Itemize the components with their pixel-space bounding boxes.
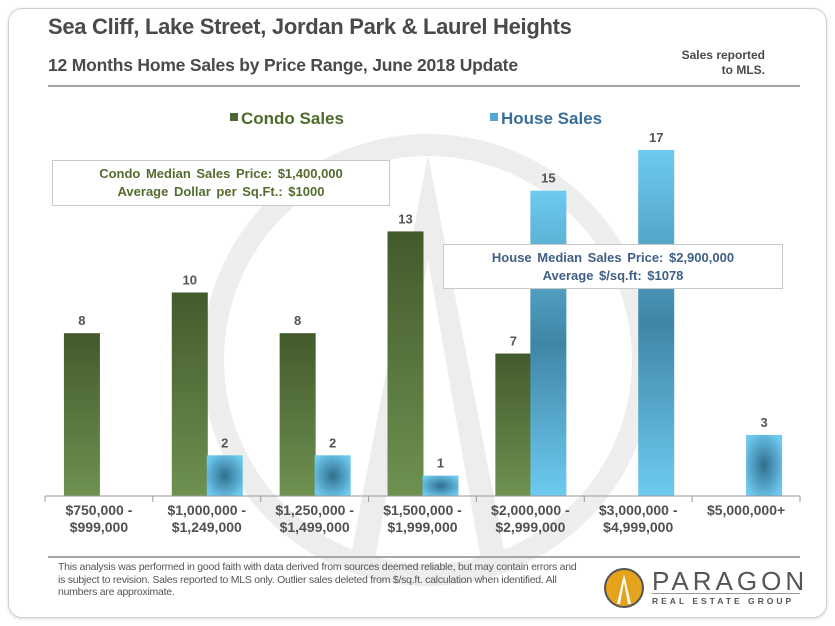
x-tick-label: $1,500,000 - — [383, 502, 462, 518]
condo-value-label: 10 — [183, 272, 197, 287]
source-note: Sales reported to MLS. — [682, 48, 765, 78]
x-tick-label: $2,999,000 — [495, 519, 565, 535]
house-value-label: 17 — [649, 130, 663, 145]
paragon-logo-icon — [604, 568, 644, 608]
chart-subtitle: 12 Months Home Sales by Price Range, Jun… — [48, 55, 518, 75]
house-avg-sqft: Average $/sq.ft: $1078 — [542, 268, 684, 283]
logo-divider — [652, 593, 800, 594]
source-note-line2: to MLS. — [721, 63, 765, 77]
condo-bar — [495, 353, 532, 496]
source-note-line1: Sales reported — [681, 48, 765, 62]
condo-bar — [387, 231, 424, 497]
house-bar — [314, 455, 351, 496]
condo-avg-sqft: Average Dollar per Sq.Ft.: $1000 — [117, 184, 325, 199]
x-tick-label: $1,000,000 - — [167, 502, 246, 518]
condo-median-price: Condo Median Sales Price: $1,400,000 — [99, 166, 343, 181]
house-value-label: 3 — [760, 415, 767, 430]
x-tick-label: $1,999,000 — [387, 519, 457, 535]
house-value-label: 2 — [329, 435, 336, 450]
condo-value-label: 8 — [294, 313, 301, 328]
condo-bar — [63, 333, 100, 496]
x-tick-label: $750,000 - — [65, 502, 132, 518]
x-tick-label: $2,000,000 - — [491, 502, 570, 518]
chart-title: Sea Cliff, Lake Street, Jordan Park & La… — [48, 14, 572, 39]
condo-bar — [171, 292, 208, 496]
legend-house-swatch — [490, 113, 498, 121]
x-tick-label: $1,249,000 — [172, 519, 242, 535]
house-value-label: 2 — [221, 435, 228, 450]
logo-name: PARAGON — [652, 566, 809, 596]
footer-divider — [48, 556, 800, 558]
house-value-label: 1 — [437, 456, 444, 471]
paragon-logo: PARAGON REAL ESTATE GROUP — [600, 566, 805, 610]
logo-tagline: REAL ESTATE GROUP — [652, 596, 795, 606]
house-bar — [530, 190, 567, 497]
house-bar — [638, 150, 675, 496]
house-bar — [206, 455, 243, 496]
condo-value-label: 13 — [398, 211, 412, 226]
house-median-annotation: House Median Sales Price: $2,900,000 Ave… — [443, 244, 783, 289]
chart-legend: Condo Sales House Sales — [230, 109, 602, 128]
x-tick-label: $5,000,000+ — [707, 502, 785, 518]
house-bar — [422, 475, 459, 496]
house-value-label: 15 — [541, 171, 555, 186]
x-tick-label: $999,000 — [70, 519, 129, 535]
legend-condo-swatch — [230, 113, 238, 121]
condo-median-annotation: Condo Median Sales Price: $1,400,000 Ave… — [52, 160, 390, 206]
x-tick-label: $4,999,000 — [603, 519, 673, 535]
condo-bar — [279, 333, 316, 496]
house-median-price: House Median Sales Price: $2,900,000 — [491, 250, 735, 265]
x-tick-label: $1,499,000 — [280, 519, 350, 535]
condo-value-label: 8 — [78, 313, 85, 328]
condo-value-label: 7 — [510, 334, 517, 349]
header-divider — [48, 85, 800, 87]
x-tick-label: $3,000,000 - — [599, 502, 678, 518]
legend-condo-label: Condo Sales — [241, 109, 344, 128]
x-tick-label: $1,250,000 - — [275, 502, 354, 518]
house-bar — [746, 434, 783, 496]
legend-house-label: House Sales — [501, 109, 602, 128]
disclaimer-text: This analysis was performed in good fait… — [58, 561, 577, 598]
